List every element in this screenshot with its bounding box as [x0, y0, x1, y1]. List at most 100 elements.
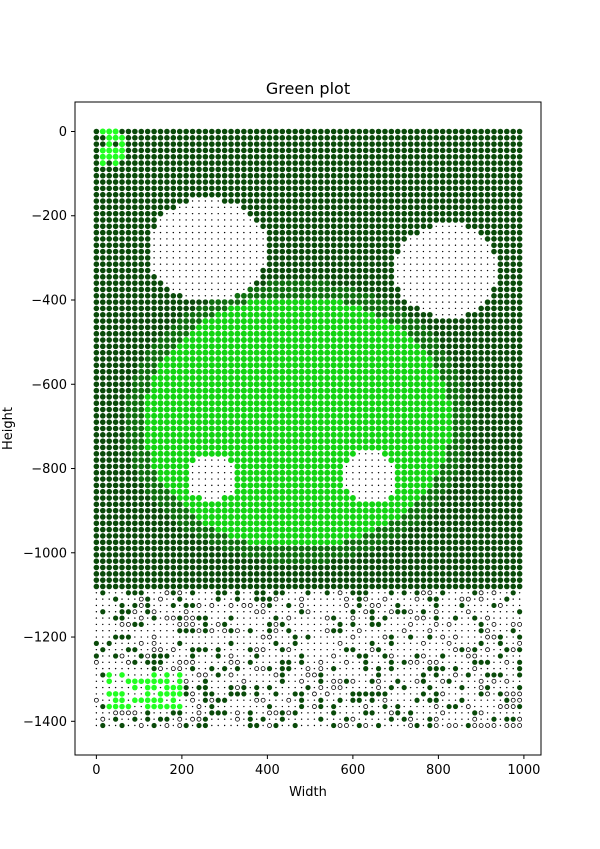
scatter-point	[311, 488, 318, 495]
scatter-point	[125, 444, 132, 451]
scatter-point	[93, 571, 100, 577]
scatter-point	[491, 248, 497, 255]
scatter-point	[164, 147, 170, 154]
scatter-point	[324, 463, 331, 470]
scatter-point	[221, 552, 228, 558]
scatter-point	[471, 318, 478, 324]
scatter-point	[429, 307, 431, 310]
scatter-point	[138, 394, 145, 400]
scatter-point	[369, 571, 375, 577]
scatter-point	[93, 128, 100, 135]
scatter-point	[471, 324, 478, 331]
scatter-point	[273, 545, 279, 552]
scatter-point	[157, 450, 164, 457]
scatter-point	[138, 286, 145, 293]
scatter-point	[132, 324, 138, 331]
scatter-point	[311, 305, 318, 312]
scatter-point	[324, 153, 331, 160]
scatter-point	[452, 128, 459, 135]
scatter-point	[311, 381, 318, 388]
scatter-point	[234, 438, 241, 445]
scatter-point	[221, 172, 228, 179]
scatter-point	[204, 263, 207, 265]
scatter-point	[112, 457, 119, 463]
scatter-point	[198, 276, 200, 278]
scatter-point	[208, 299, 215, 306]
scatter-point	[138, 406, 145, 413]
scatter-point	[471, 469, 478, 476]
scatter-point	[204, 490, 207, 493]
scatter-point	[228, 362, 235, 369]
scatter-point	[247, 337, 254, 344]
scatter-point	[474, 238, 476, 240]
scatter-point	[382, 299, 388, 306]
scatter-point	[221, 349, 228, 356]
scatter-point	[381, 381, 388, 388]
scatter-point	[330, 532, 337, 539]
scatter-point	[223, 490, 226, 493]
scatter-point	[273, 551, 279, 558]
scatter-point	[317, 507, 324, 514]
scatter-point	[459, 545, 465, 552]
scatter-point	[375, 343, 382, 350]
scatter-point	[266, 406, 273, 413]
scatter-point	[285, 520, 292, 527]
scatter-point	[241, 135, 247, 141]
scatter-point	[191, 206, 194, 209]
scatter-point	[362, 545, 369, 552]
scatter-point	[151, 438, 158, 445]
scatter-point	[324, 299, 331, 306]
scatter-point	[132, 495, 138, 501]
scatter-point	[99, 526, 106, 533]
scatter-point	[285, 172, 292, 179]
scatter-point	[170, 463, 177, 470]
scatter-point	[311, 393, 318, 400]
scatter-point	[119, 469, 125, 476]
scatter-point	[163, 476, 170, 483]
scatter-point	[401, 476, 408, 483]
scatter-point	[125, 236, 132, 242]
scatter-point	[401, 217, 407, 223]
scatter-point	[401, 318, 408, 324]
scatter-point	[311, 507, 318, 514]
scatter-point	[132, 514, 138, 520]
scatter-point	[382, 172, 388, 179]
scatter-point	[285, 135, 292, 141]
scatter-point	[170, 545, 177, 552]
scatter-point	[510, 501, 517, 508]
scatter-point	[243, 212, 245, 215]
scatter-point	[292, 419, 299, 426]
scatter-point	[369, 526, 376, 533]
scatter-point	[454, 269, 457, 272]
scatter-point	[151, 324, 157, 331]
scatter-point	[369, 185, 375, 192]
scatter-point	[228, 419, 235, 426]
scatter-point	[394, 577, 401, 583]
scatter-point	[272, 400, 279, 407]
scatter-point	[465, 204, 472, 211]
scatter-point	[172, 598, 175, 600]
scatter-point	[112, 255, 119, 261]
scatter-point	[324, 248, 331, 255]
scatter-point	[305, 507, 311, 514]
scatter-point	[311, 513, 318, 520]
scatter-point	[279, 501, 286, 508]
scatter-point	[382, 210, 388, 217]
scatter-point	[204, 269, 207, 272]
scatter-point	[409, 282, 412, 284]
scatter-point	[132, 172, 138, 179]
scatter-point	[388, 520, 395, 527]
scatter-point	[497, 425, 504, 432]
scatter-point	[471, 564, 478, 571]
scatter-point	[446, 495, 452, 501]
scatter-point	[292, 551, 299, 558]
scatter-point	[221, 545, 228, 552]
scatter-point	[195, 419, 202, 426]
scatter-point	[337, 362, 344, 369]
scatter-point	[362, 374, 369, 381]
scatter-point	[157, 545, 164, 552]
scatter-point	[113, 596, 119, 602]
scatter-point	[433, 431, 440, 438]
scatter-point	[497, 507, 504, 514]
scatter-point	[202, 160, 209, 166]
